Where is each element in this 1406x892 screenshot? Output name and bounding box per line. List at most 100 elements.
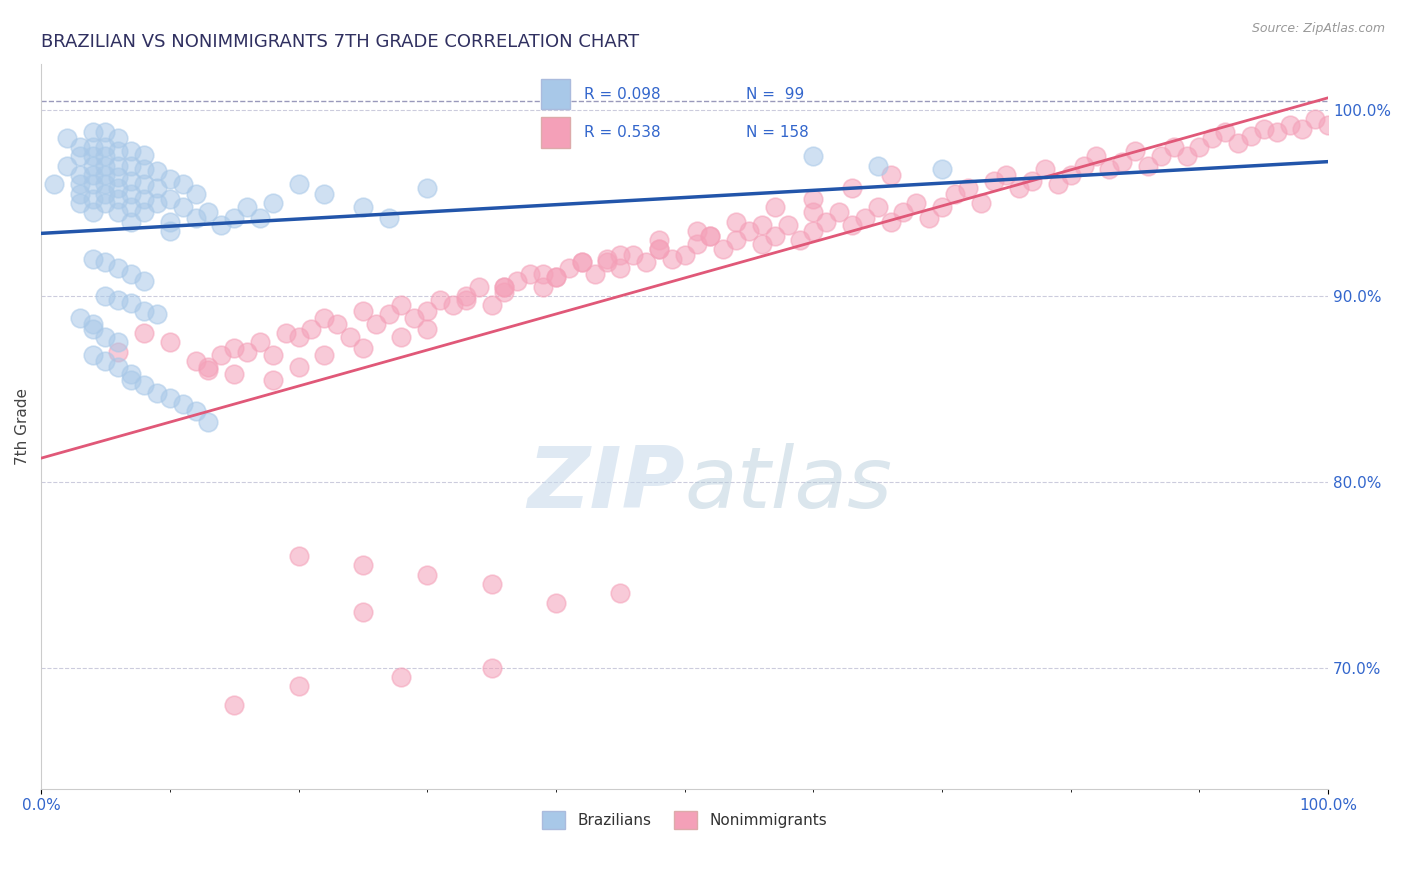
Point: [107, 192, 129, 206]
Point: [314, 348, 336, 362]
Point: [172, 178, 194, 192]
Point: [107, 169, 129, 184]
Point: [120, 159, 142, 173]
Point: [94, 354, 117, 368]
Point: [519, 267, 541, 281]
Point: [1073, 159, 1095, 173]
Point: [326, 317, 349, 331]
Point: [454, 289, 477, 303]
Point: [82, 140, 104, 154]
Point: [583, 267, 606, 281]
Point: [1201, 131, 1223, 145]
Point: [82, 168, 104, 182]
Point: [609, 586, 631, 600]
Point: [763, 229, 786, 244]
Point: [801, 205, 824, 219]
Point: [274, 326, 297, 340]
Point: [132, 147, 155, 161]
Point: [1303, 112, 1326, 127]
Point: [969, 196, 991, 211]
Point: [544, 270, 567, 285]
Point: [249, 335, 271, 350]
Point: [1317, 118, 1340, 132]
Point: [661, 252, 683, 266]
Point: [107, 205, 129, 219]
Point: [931, 200, 953, 214]
Point: [763, 200, 786, 214]
Point: [159, 171, 181, 186]
Point: [159, 335, 181, 350]
Point: [287, 679, 309, 693]
Point: [107, 335, 129, 350]
Point: [94, 168, 117, 182]
Point: [107, 359, 129, 374]
Point: [648, 243, 671, 257]
Point: [1240, 128, 1263, 143]
Point: [571, 255, 593, 269]
Point: [132, 205, 155, 219]
Point: [120, 372, 142, 386]
Point: [1060, 168, 1083, 182]
Point: [352, 200, 374, 214]
Point: [287, 178, 309, 192]
Point: [94, 125, 117, 139]
Point: [558, 260, 581, 275]
Point: [416, 567, 439, 582]
Point: [995, 168, 1018, 182]
Point: [1175, 149, 1198, 163]
Point: [69, 178, 91, 192]
Point: [82, 178, 104, 192]
Point: [441, 298, 464, 312]
Point: [648, 233, 671, 247]
Point: [725, 214, 748, 228]
Point: [184, 211, 207, 225]
Point: [94, 186, 117, 201]
Point: [172, 200, 194, 214]
Point: [94, 159, 117, 173]
Point: [107, 293, 129, 307]
Point: [429, 293, 451, 307]
Point: [1021, 173, 1043, 187]
Point: [494, 285, 516, 300]
Point: [596, 252, 619, 266]
Point: [107, 181, 129, 195]
Point: [789, 233, 811, 247]
Point: [1253, 121, 1275, 136]
Point: [209, 348, 232, 362]
Point: [224, 211, 246, 225]
Point: [841, 181, 863, 195]
Point: [621, 248, 644, 262]
Point: [531, 267, 554, 281]
Point: [314, 311, 336, 326]
Point: [751, 236, 773, 251]
Point: [1150, 149, 1173, 163]
Point: [1188, 140, 1211, 154]
Point: [481, 298, 503, 312]
Text: Source: ZipAtlas.com: Source: ZipAtlas.com: [1251, 22, 1385, 36]
Point: [879, 214, 901, 228]
Point: [120, 267, 142, 281]
Point: [132, 303, 155, 318]
Point: [159, 224, 181, 238]
Point: [506, 274, 529, 288]
Point: [94, 255, 117, 269]
Point: [82, 125, 104, 139]
Point: [120, 144, 142, 158]
Point: [339, 330, 361, 344]
Point: [184, 354, 207, 368]
Point: [801, 224, 824, 238]
Point: [391, 298, 413, 312]
Point: [146, 385, 169, 400]
Point: [377, 211, 399, 225]
Text: atlas: atlas: [685, 442, 893, 525]
Point: [1008, 181, 1031, 195]
Point: [725, 233, 748, 247]
Point: [1265, 125, 1288, 139]
Point: [132, 162, 155, 177]
Point: [146, 308, 169, 322]
Point: [416, 181, 439, 195]
Text: ZIP: ZIP: [527, 442, 685, 525]
Point: [224, 367, 246, 381]
Point: [314, 186, 336, 201]
Point: [1046, 178, 1069, 192]
